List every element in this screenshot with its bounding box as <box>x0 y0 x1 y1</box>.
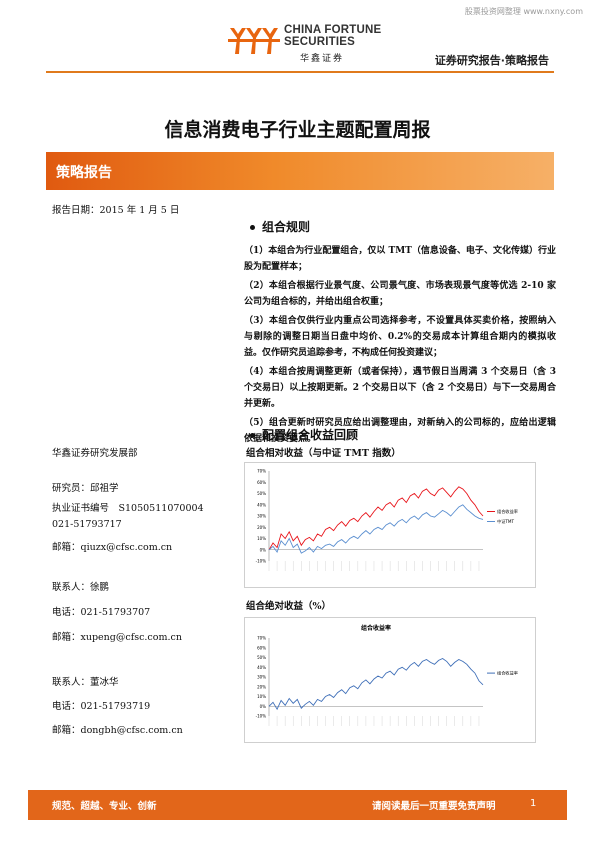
y-tick-label: 40% <box>257 502 266 507</box>
analyst-phone: 021-51793717 <box>52 519 122 530</box>
y-tick-label: 50% <box>257 655 266 660</box>
company-logo-icon <box>228 28 280 54</box>
contact-3-email[interactable]: 邮箱：dongbh@cfsc.com.cn <box>52 725 183 736</box>
contact-2-phone: 电话：021-51793707 <box>52 607 151 618</box>
y-tick-label: 10% <box>257 536 266 541</box>
header-divider <box>46 71 554 73</box>
logo-line-1: CHINA FORTUNE <box>284 24 382 36</box>
series-line-2 <box>268 504 484 554</box>
rule-item-4: （4）本组合按周调整更新（或者保持），遇节假日当周满 3 个交易日（含 3 个交… <box>244 367 556 409</box>
y-tick-label: 50% <box>257 491 266 496</box>
analyst-email[interactable]: 邮箱：qiuzx@cfsc.com.cn <box>52 542 173 553</box>
bullet-icon <box>250 225 255 230</box>
chart2-caption: 组合绝对收益（%） <box>246 601 332 612</box>
y-tick-label: 20% <box>257 525 266 530</box>
y-tick-label: 60% <box>257 645 266 650</box>
y-tick-label: 30% <box>257 514 266 519</box>
y-tick-label: -10% <box>256 559 267 564</box>
y-tick-label: 40% <box>257 665 266 670</box>
footer-disclaimer[interactable]: 请阅读最后一页重要免责声明 <box>372 801 496 812</box>
y-tick-label: 0% <box>260 547 267 552</box>
rules-heading: 组合规则 <box>262 220 311 234</box>
section-banner <box>46 152 554 190</box>
absolute-return-chart: 组合收益率 -10% 0% 10% 20% 30% 40% 50% 60% 70% 组合收益率 <box>244 617 536 743</box>
logo-english: CHINA FORTUNE SECURITIES <box>284 24 381 48</box>
license-number: 执业证书编号 S1050511070004 <box>52 503 204 514</box>
report-type-label: 证券研究报告·策略报告 <box>434 54 549 67</box>
y-tick-label: 70% <box>257 469 266 474</box>
contact-3-phone: 电话：021-51793719 <box>52 701 151 712</box>
y-tick-label: 60% <box>257 480 266 485</box>
research-org: 华鑫证券研究发展部 <box>52 448 138 459</box>
y-tick-label: 70% <box>257 636 266 641</box>
legend-label: 中证TMT <box>497 518 515 525</box>
watermark-text: 股票投资网整理 www.nxny.com <box>464 7 583 16</box>
y-tick-label: 30% <box>257 675 266 680</box>
rules-heading-row: 组合规则 <box>250 218 556 235</box>
rule-item-5: （5）组合更新时研究员应给出调整理由，对新纳入的公司标的，应给出逻辑依据和投资要… <box>244 418 556 444</box>
footer-slogan: 规范、超越、专业、创新 <box>52 801 157 812</box>
legend-label: 组合收益率 <box>497 670 518 677</box>
bullet-icon <box>250 433 255 438</box>
chart-title: 组合收益率 <box>361 624 391 632</box>
rules-section: 组合规则 （1）本组合为行业配置组合，仅以 TMT（信息设备、电子、文化传媒）行… <box>244 218 556 450</box>
y-tick-label: 10% <box>257 694 266 699</box>
banner-label: 策略报告 <box>56 165 112 181</box>
rule-item-3: （3）本组合仅供行业内重点公司选择参考，不设置具体买卖价格，按照纳入与剔除的调整… <box>244 316 556 358</box>
series-line-1 <box>268 657 484 711</box>
page-number: 1 <box>530 798 537 809</box>
rule-item-1: （1）本组合为行业配置组合，仅以 TMT（信息设备、电子、文化传媒）行业股为配置… <box>244 246 556 272</box>
report-date: 报告日期：2015 年 1 月 5 日 <box>52 205 180 216</box>
page-title: 信息消费电子行业主题配置周报 <box>164 119 431 141</box>
logo-chinese: 华鑫证券 <box>300 54 345 64</box>
review-heading-row: 配置组合收益回顾 <box>250 426 358 443</box>
contact-2-name: 联系人：徐鹏 <box>52 582 110 593</box>
footer-bar <box>28 790 567 820</box>
review-heading: 配置组合收益回顾 <box>262 428 359 442</box>
analyst-name: 研究员：邱祖学 <box>52 483 119 494</box>
contact-2-email[interactable]: 邮箱：xupeng@cfsc.com.cn <box>52 632 182 643</box>
legend-label: 组合收益率 <box>497 508 518 515</box>
y-tick-label: -10% <box>256 714 267 719</box>
series-line-1 <box>268 486 484 551</box>
logo-line-2: SECURITIES <box>284 36 356 48</box>
chart1-caption: 组合相对收益（与中证 TMT 指数） <box>246 448 401 459</box>
contact-3-name: 联系人：董冰华 <box>52 677 119 688</box>
y-tick-label: 0% <box>260 704 267 709</box>
rule-item-2: （2）本组合根据行业景气度、公司景气度、市场表现景气度等优选 2-10 家公司为… <box>244 281 556 307</box>
y-tick-label: 20% <box>257 684 266 689</box>
